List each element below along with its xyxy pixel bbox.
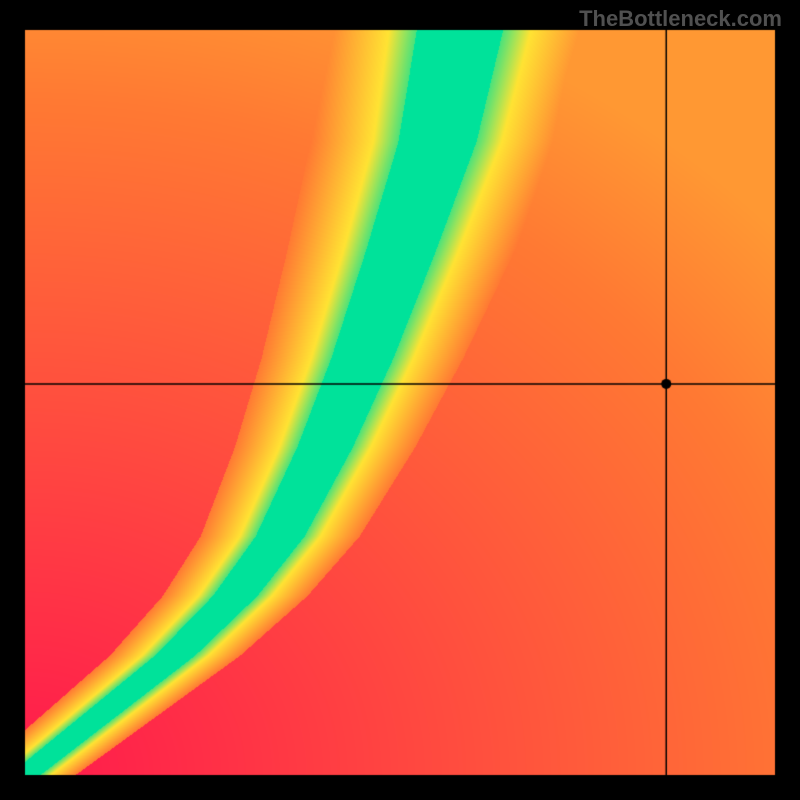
heat-canvas: [0, 0, 800, 800]
watermark-text: TheBottleneck.com: [579, 6, 782, 32]
chart-container: TheBottleneck.com: [0, 0, 800, 800]
